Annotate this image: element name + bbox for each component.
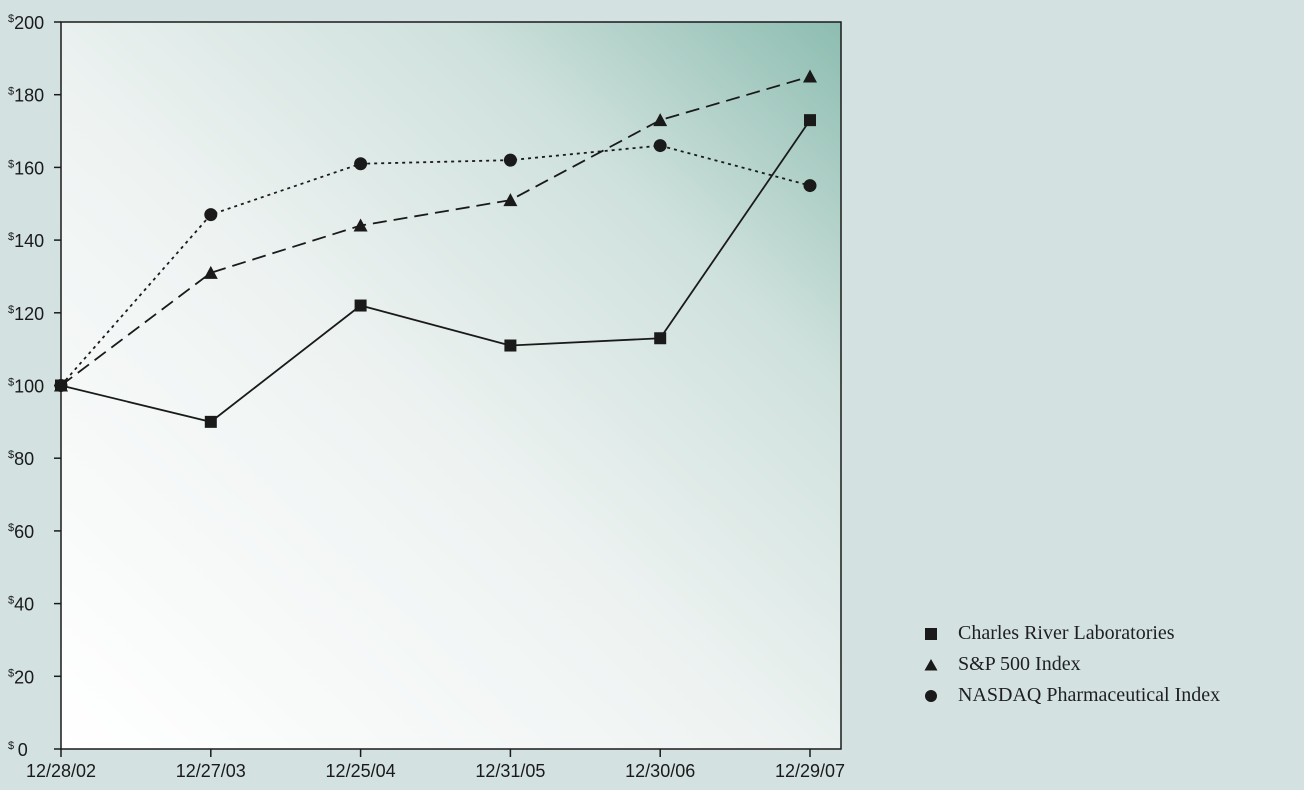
x-tick-label: 12/31/05	[475, 761, 545, 781]
circle-point	[54, 379, 68, 392]
series-line	[60, 119, 811, 423]
legend-item: Charles River Laboratories	[922, 618, 1220, 649]
plot-area	[60, 21, 842, 750]
y-tick-label: $80	[8, 449, 34, 469]
circle-point	[653, 139, 667, 153]
square-point	[504, 339, 517, 352]
series-line	[60, 144, 811, 387]
legend-label: Charles River Laboratories	[958, 622, 1175, 644]
legend-item: S&P 500 Index	[922, 649, 1220, 680]
series-line	[60, 75, 811, 387]
legend-label: S&P 500 Index	[958, 653, 1081, 675]
triangle-point	[353, 218, 368, 232]
y-tick-label: $40	[8, 595, 34, 615]
x-tick-label: 12/30/06	[625, 761, 695, 781]
series-layer	[54, 69, 817, 428]
y-tick-label: $200	[8, 13, 44, 33]
triangle-point	[803, 69, 817, 83]
circle-marker-icon	[925, 689, 937, 702]
x-tick-label: 12/25/04	[326, 761, 396, 781]
triangle-marker-icon	[924, 658, 938, 670]
triangle-point	[503, 193, 518, 207]
y-tick-label: $140	[8, 231, 44, 251]
y-tick-label: $20	[8, 667, 34, 687]
square-point	[654, 332, 667, 345]
y-tick-label: $180	[8, 86, 44, 106]
legend-item: NASDAQ Pharmaceutical Index	[922, 680, 1220, 711]
square-point	[204, 415, 217, 428]
triangle-point	[203, 265, 218, 279]
axes: $ 0 $20 $40 $60 $80 $100 $120 $140 $160 $180 $200 1…	[8, 13, 845, 781]
circle-point	[803, 179, 817, 193]
y-tick-label: $120	[8, 304, 44, 324]
y-tick-label: $60	[8, 522, 34, 542]
y-tick-label: $ 0	[8, 740, 28, 760]
square-marker-icon	[925, 627, 937, 640]
x-tick-label: 12/27/03	[176, 761, 246, 781]
legend: Charles River Laboratories S&P 500 Index…	[922, 618, 1220, 711]
triangle-point	[653, 113, 668, 127]
square-point	[804, 114, 816, 127]
y-tick-label: $160	[8, 158, 44, 178]
x-tick-label: 12/29/07	[775, 761, 845, 781]
square-point	[354, 299, 367, 312]
x-tick-label: 12/28/02	[26, 761, 96, 781]
circle-point	[503, 153, 517, 167]
circle-point	[204, 208, 218, 222]
y-tick-label: $100	[8, 377, 44, 397]
legend-label: NASDAQ Pharmaceutical Index	[958, 684, 1221, 706]
circle-point	[354, 157, 368, 171]
